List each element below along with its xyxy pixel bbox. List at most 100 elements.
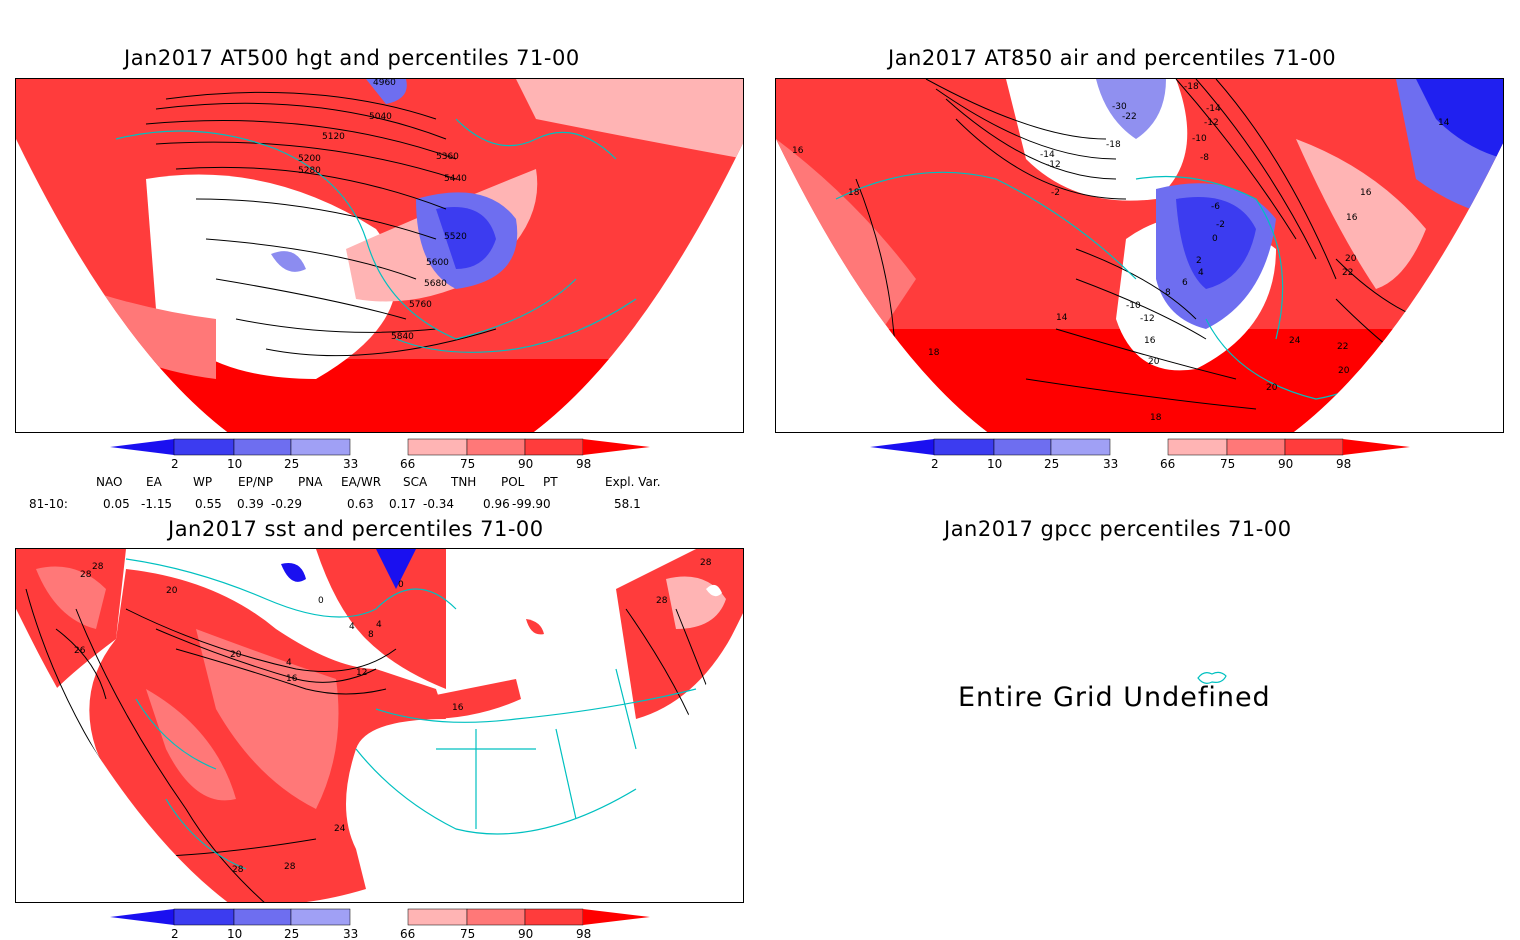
contour-label: 0 — [1212, 234, 1218, 244]
colorbar-tick: 33 — [343, 457, 358, 471]
map-sst: 28 28 20 26 20 16 4 12 0 4 4 8 0 16 24 2… — [16, 549, 743, 902]
index-header: PT — [543, 475, 558, 489]
index-value: 0.17 — [389, 497, 416, 511]
contour-label: 28 — [92, 562, 104, 572]
index-header: WP — [193, 475, 213, 489]
contour-label: 28 — [284, 862, 296, 872]
colorbar-tick: 98 — [576, 927, 591, 940]
contour-label: 14 — [1056, 313, 1068, 323]
map-fragment — [1197, 671, 1227, 684]
colorbar-tick: 25 — [1044, 457, 1059, 471]
map-hgt500: 4960 5040 5120 5200 5280 5360 5440 5520 … — [16, 79, 743, 432]
index-header: TNH — [451, 475, 477, 489]
contour-label: -18 — [1106, 140, 1121, 150]
contour-label: 5120 — [322, 132, 345, 142]
colorbar-tick: 66 — [400, 927, 415, 940]
contour-label: 20 — [1266, 383, 1278, 393]
contour-label: 8 — [1165, 288, 1171, 298]
map-panel-air850: -18 -14 -12 -10 -8 -30 -22 -18 -14 -12 -… — [775, 78, 1504, 433]
colorbar-tick: 25 — [284, 457, 299, 471]
contour-label: 22 — [1337, 342, 1348, 352]
contour-label: 0 — [398, 580, 404, 590]
index-value: 58.1 — [614, 497, 641, 511]
colorbar-tick: 10 — [227, 457, 242, 471]
panel-title-gpcc: Jan2017 gpcc percentiles 71-00 — [944, 517, 1292, 541]
contour-label: -14 — [1206, 104, 1221, 114]
contour-label: 20 — [1338, 366, 1350, 376]
contour-label: 5680 — [424, 279, 447, 289]
contour-label: 4 — [349, 622, 355, 632]
contour-label: 5280 — [298, 166, 321, 176]
map-panel-hgt500: 4960 5040 5120 5200 5280 5360 5440 5520 … — [15, 78, 744, 433]
panel-title-sst: Jan2017 sst and percentiles 71-00 — [168, 517, 544, 541]
index-value: -99.90 — [512, 497, 551, 511]
contour-label: 16 — [1346, 213, 1358, 223]
index-value: -0.34 — [423, 497, 455, 511]
index-value: 0.96 — [483, 497, 510, 511]
contour-label: 2 — [1196, 256, 1202, 266]
contour-label: 18 — [848, 188, 860, 198]
colorbar-tick: 90 — [518, 927, 533, 940]
contour-label: 28 — [700, 558, 712, 568]
index-value: 0.39 — [237, 497, 264, 511]
contour-label: 0 — [318, 596, 324, 606]
contour-label: 28 — [656, 596, 668, 606]
colorbar-tick: 66 — [400, 457, 415, 471]
colorbar-air: 2 10 25 33 66 75 90 98 — [870, 438, 1410, 471]
contour-label: -12 — [1140, 314, 1155, 324]
colorbar-tick: 75 — [1220, 457, 1235, 471]
colorbar-tick: 10 — [987, 457, 1002, 471]
contour-label: 20 — [1148, 357, 1160, 367]
contour-label: 24 — [334, 824, 346, 834]
colorbar-sst: 2 10 25 33 66 75 90 98 — [110, 908, 650, 940]
colorbar-tick: 33 — [1103, 457, 1118, 471]
contour-label: -12 — [1046, 160, 1061, 170]
contour-label: 5040 — [369, 112, 392, 122]
colorbar-tick: 98 — [1336, 457, 1351, 471]
contour-label: -30 — [1112, 102, 1127, 112]
panel-title-air: Jan2017 AT850 air and percentiles 71-00 — [888, 46, 1337, 70]
index-value: 0.55 — [195, 497, 222, 511]
contour-label: -10 — [1126, 301, 1141, 311]
contour-label: 12 — [356, 668, 367, 678]
index-header-row: NAO EA WP EP/NP PNA EA/WR SCA TNH POL PT… — [0, 475, 700, 491]
colorbar-tick: 75 — [460, 457, 475, 471]
contour-label: 16 — [452, 703, 464, 713]
index-header: EA — [146, 475, 162, 489]
contour-label: 5840 — [391, 332, 414, 342]
colorbar-tick: 33 — [343, 927, 358, 940]
index-header: NAO — [96, 475, 123, 489]
contour-label: 6 — [1182, 278, 1188, 288]
index-header: PNA — [298, 475, 323, 489]
colorbar-tick: 2 — [171, 927, 179, 940]
contour-label: 28 — [80, 570, 92, 580]
colorbar-tick: 75 — [460, 927, 475, 940]
contour-label: 20 — [230, 650, 242, 660]
colorbar-tick: 2 — [931, 457, 939, 471]
contour-label: -6 — [1211, 202, 1220, 212]
contour-label: -2 — [1216, 220, 1225, 230]
index-header: Expl. Var. — [605, 475, 661, 489]
contour-label: 14 — [1438, 118, 1450, 128]
undefined-grid-message: Entire Grid Undefined — [958, 682, 1271, 713]
contour-label: 5760 — [409, 300, 432, 310]
index-value: 0.05 — [103, 497, 130, 511]
contour-label: 5200 — [298, 154, 321, 164]
colorbar-hgt: 2 10 25 33 66 75 90 98 — [110, 438, 650, 471]
contour-label: 18 — [1150, 413, 1162, 423]
contour-label: 4960 — [373, 79, 396, 88]
contour-label: 16 — [1144, 336, 1156, 346]
map-air850: -18 -14 -12 -10 -8 -30 -22 -18 -14 -12 -… — [776, 79, 1503, 432]
colorbar-tick: 10 — [227, 927, 242, 940]
contour-label: -22 — [1122, 112, 1137, 122]
contour-label: -2 — [1051, 188, 1060, 198]
contour-label: 18 — [928, 348, 940, 358]
colorbar-tick: 66 — [1160, 457, 1175, 471]
contour-label: 5360 — [436, 152, 459, 162]
contour-label: -12 — [1204, 118, 1219, 128]
contour-label: 4 — [376, 620, 382, 630]
contour-label: 28 — [232, 865, 244, 875]
contour-label: 24 — [1289, 336, 1301, 346]
contour-label: 20 — [166, 586, 178, 596]
contour-label: 4 — [1198, 268, 1204, 278]
